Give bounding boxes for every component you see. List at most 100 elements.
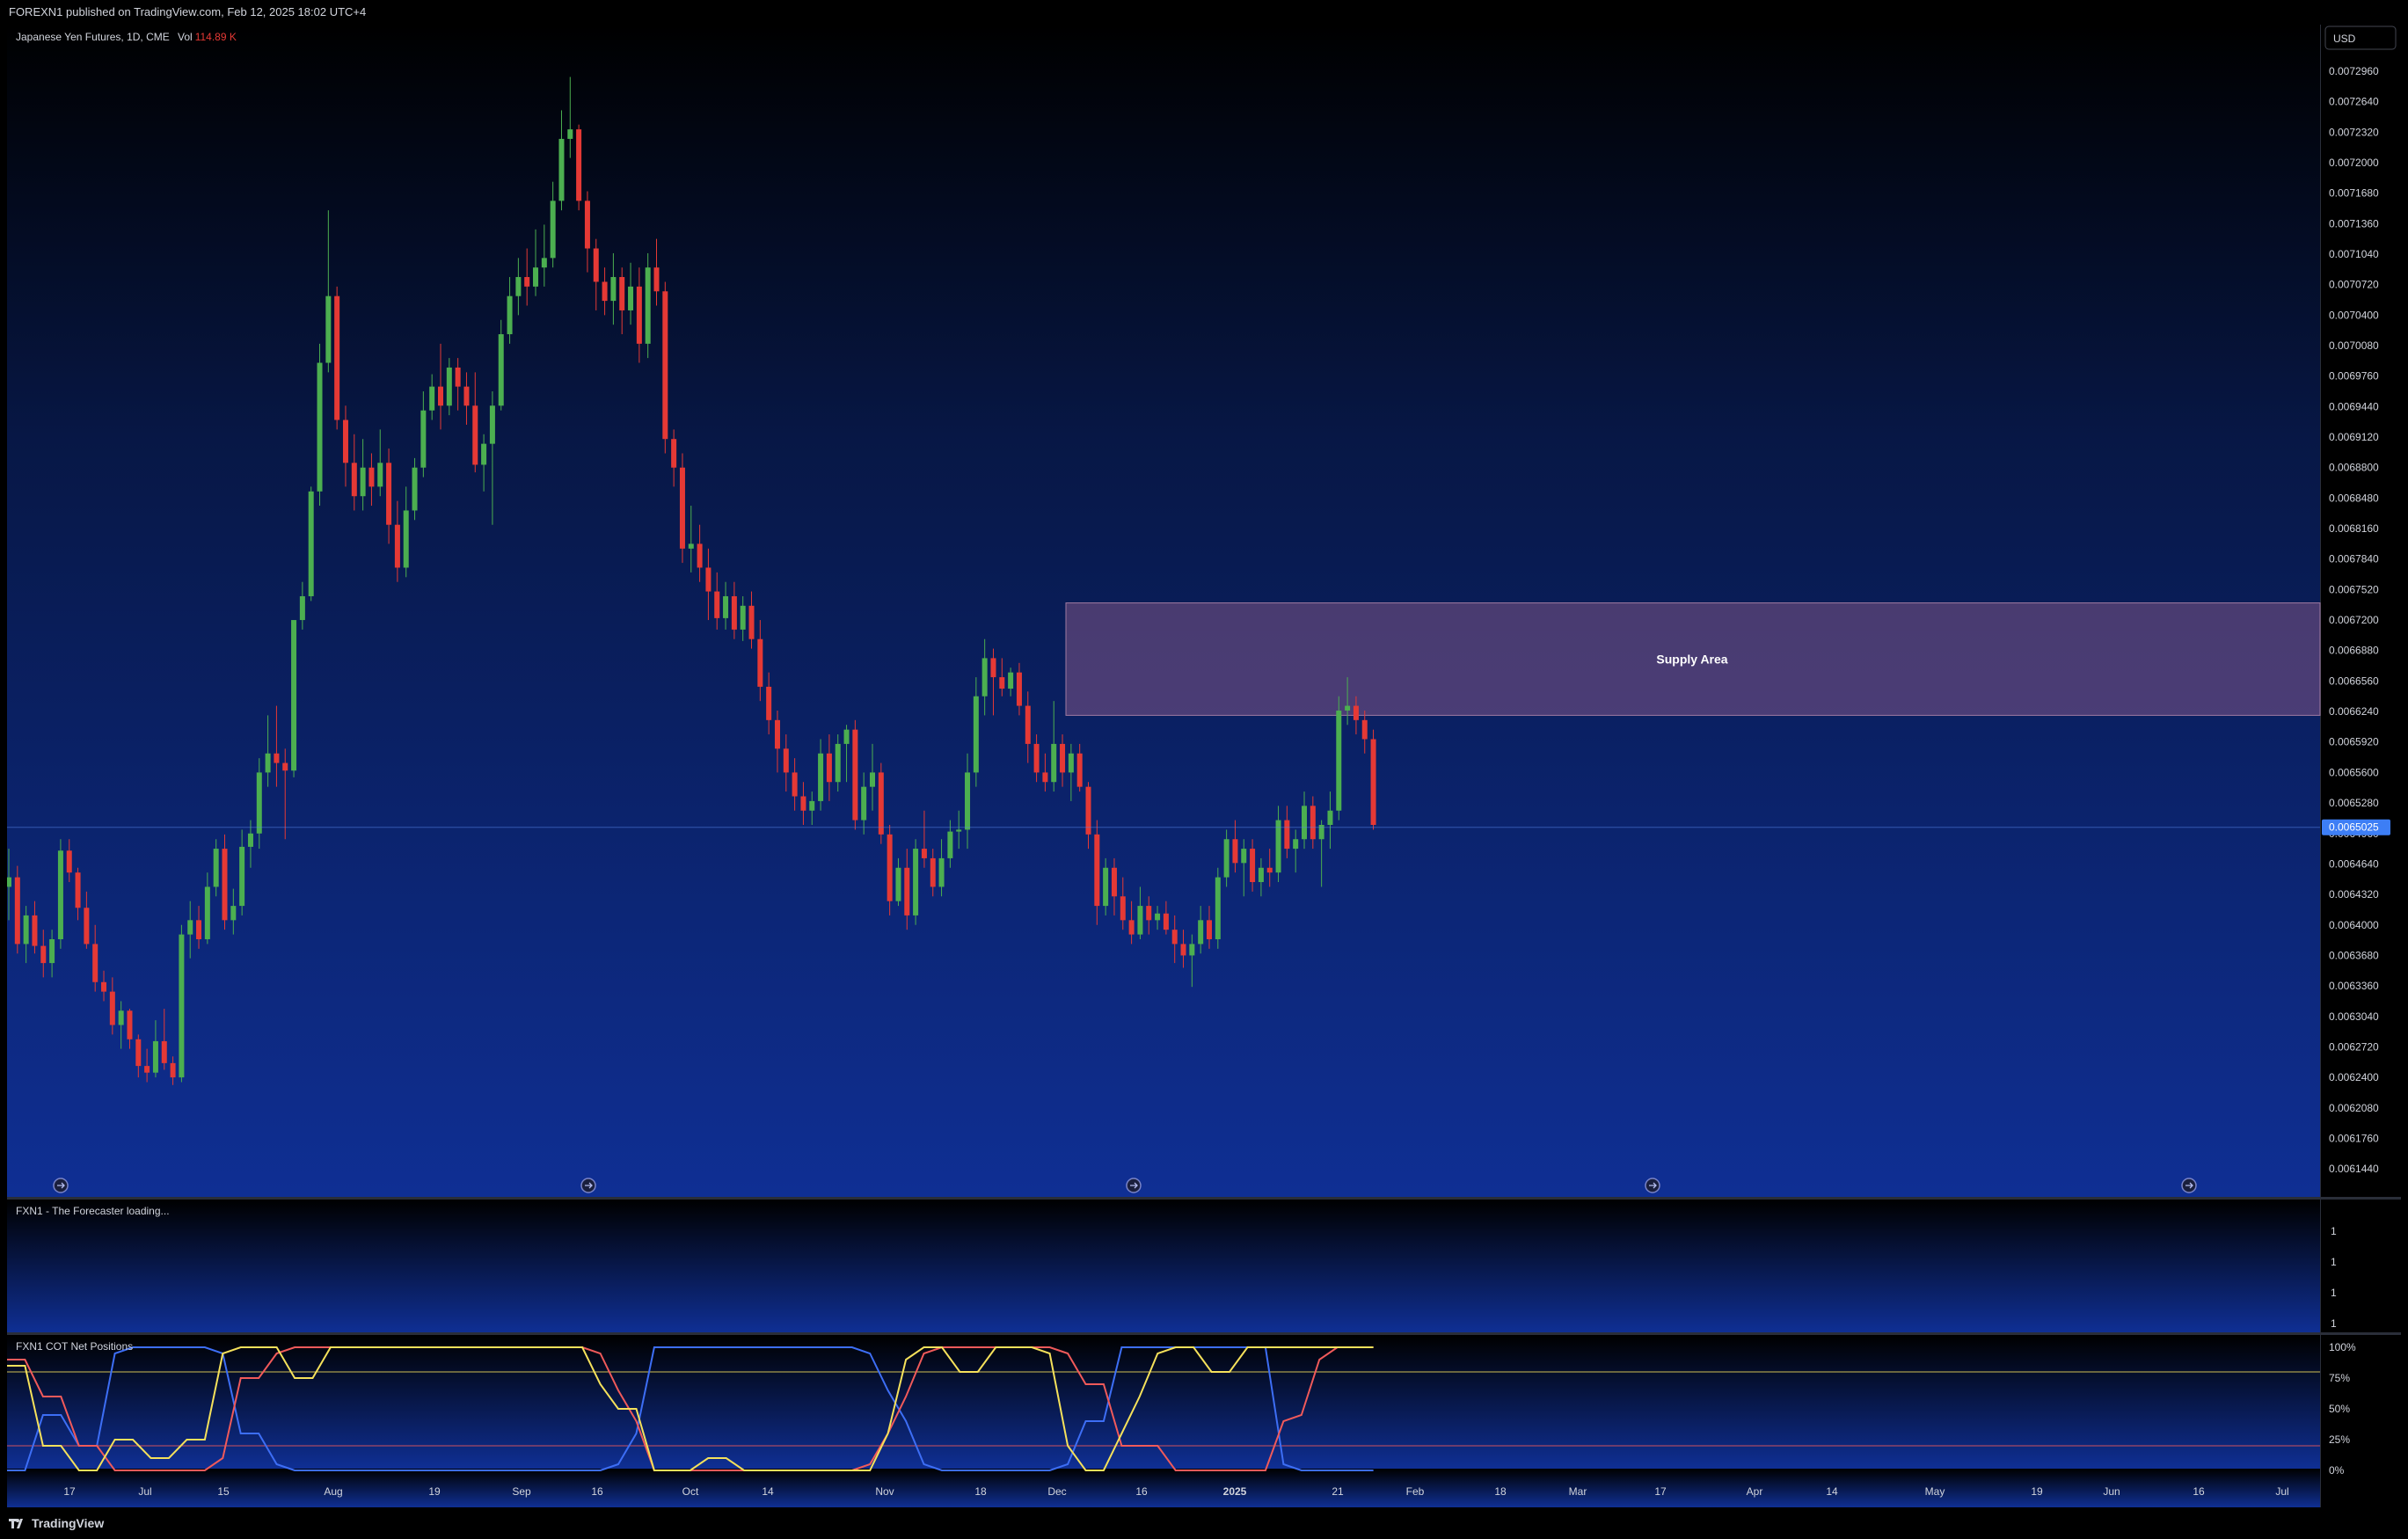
- candle-body: [1206, 920, 1212, 940]
- candle: [179, 924, 185, 1083]
- candle-body: [895, 867, 901, 901]
- candle: [1258, 857, 1264, 897]
- currency-button[interactable]: [2324, 26, 2397, 50]
- candle: [610, 252, 617, 325]
- candle-body: [550, 201, 556, 259]
- event-marker-icon[interactable]: [580, 1178, 596, 1193]
- candle: [878, 762, 884, 844]
- vol-label: Vol 114.89 K: [178, 31, 237, 43]
- candle: [1293, 829, 1299, 873]
- tradingview-logo[interactable]: TradingView: [9, 1516, 104, 1530]
- forecaster-title[interactable]: FXN1 - The Forecaster loading...: [16, 1205, 170, 1217]
- candle: [196, 906, 202, 949]
- candle-body: [14, 877, 20, 945]
- candle: [740, 595, 746, 641]
- cot-tick-label: 25%: [2329, 1433, 2350, 1446]
- candle-body: [1345, 705, 1351, 711]
- candle: [524, 248, 530, 306]
- candle-body: [463, 386, 470, 406]
- time-tick-label: 14: [762, 1485, 774, 1498]
- candle-body: [602, 281, 608, 302]
- candle: [1042, 753, 1048, 792]
- time-axis[interactable]: 17 Jul 15 Aug 19 Sep 16 Oct 14 Nov 18 Dec 16 2025 21 Fe…: [63, 1485, 2288, 1498]
- candle: [956, 810, 962, 850]
- candle-body: [533, 267, 539, 287]
- candle-body: [101, 981, 107, 992]
- candle: [472, 372, 478, 473]
- chart-svg[interactable]: 0.0072960 0.0072640 0.0072320 0.0072000 0.00…: [6, 25, 2401, 1507]
- currency-button-label: USD: [2333, 33, 2356, 45]
- price-tick-label: 0.0070720: [2329, 279, 2379, 291]
- candle: [14, 865, 20, 954]
- symbol-title[interactable]: Japanese Yen Futures, 1D, CME: [16, 31, 170, 43]
- candle-body: [1033, 743, 1040, 773]
- time-tick-label: May: [1925, 1485, 1945, 1498]
- time-tick-label: 18: [974, 1485, 987, 1498]
- cot-title[interactable]: FXN1 COT Net Positions: [16, 1340, 133, 1353]
- candle: [1008, 667, 1014, 697]
- candle-body: [818, 753, 824, 801]
- candle-body: [1302, 806, 1307, 840]
- candle-body: [921, 849, 927, 858]
- price-tick-label: 0.0069760: [2329, 370, 2379, 383]
- price-tick-label: 0.0062080: [2329, 1102, 2379, 1114]
- candle: [1241, 839, 1247, 897]
- candle-body: [386, 463, 392, 525]
- candle: [843, 725, 850, 783]
- candle: [602, 267, 608, 316]
- candle-body: [204, 886, 210, 940]
- candle-body: [1163, 913, 1169, 930]
- candle: [887, 824, 893, 915]
- candle-body: [990, 658, 996, 678]
- candle-body: [429, 386, 435, 411]
- time-tick-label: 16: [1135, 1485, 1148, 1498]
- event-marker-icon[interactable]: [1126, 1178, 1142, 1193]
- candle-body: [774, 719, 780, 749]
- candle-body: [325, 295, 332, 363]
- candle: [1155, 906, 1161, 930]
- candle-body: [6, 877, 11, 887]
- forecaster-tick-label: 1: [2331, 1317, 2337, 1330]
- candle-body: [1318, 824, 1324, 840]
- candle-body: [256, 772, 262, 834]
- candle: [1232, 820, 1238, 873]
- candle: [308, 486, 314, 602]
- price-axis[interactable]: 0.0072960 0.0072640 0.0072320 0.0072000 0.00…: [2329, 65, 2379, 1175]
- time-tick-label: 19: [2031, 1485, 2043, 1498]
- candle-body: [412, 467, 418, 511]
- candle-body: [757, 638, 763, 687]
- footer-brand: TradingView: [32, 1516, 105, 1530]
- candle: [507, 277, 513, 344]
- time-tick-label: Nov: [875, 1485, 894, 1498]
- event-marker-icon[interactable]: [1645, 1178, 1660, 1193]
- price-tick-label: 0.0066240: [2329, 705, 2379, 718]
- candle: [809, 791, 815, 825]
- candle: [1163, 901, 1169, 935]
- candle: [550, 181, 556, 268]
- candle: [800, 782, 806, 825]
- candle: [101, 970, 107, 1002]
- event-marker-icon[interactable]: [2181, 1178, 2197, 1193]
- candle-body: [1370, 739, 1376, 825]
- candle: [1051, 701, 1057, 792]
- chart-area[interactable]: 0.0072960 0.0072640 0.0072320 0.0072000 0.00…: [6, 25, 2401, 1507]
- forecaster-axis: 1 1 1 1: [2331, 1225, 2337, 1330]
- candle-body: [1008, 672, 1014, 689]
- supply-zone[interactable]: [1065, 602, 2321, 716]
- price-tick-label: 0.0063680: [2329, 949, 2379, 961]
- candle: [429, 374, 435, 420]
- candle-body: [843, 729, 850, 744]
- right-axis-bg: [2320, 25, 2401, 1507]
- candle: [921, 810, 927, 868]
- candle-body: [179, 934, 185, 1078]
- candle: [1198, 906, 1204, 954]
- time-tick-label: 17: [63, 1485, 76, 1498]
- candle: [576, 124, 582, 211]
- forecaster-pane-bg: [7, 1200, 2320, 1332]
- candle-body: [610, 277, 617, 302]
- event-marker-icon[interactable]: [53, 1178, 69, 1193]
- price-tick-label: 0.0070080: [2329, 339, 2379, 352]
- candle-body: [170, 1062, 176, 1078]
- candle: [1318, 820, 1324, 887]
- candle-body: [1327, 810, 1333, 825]
